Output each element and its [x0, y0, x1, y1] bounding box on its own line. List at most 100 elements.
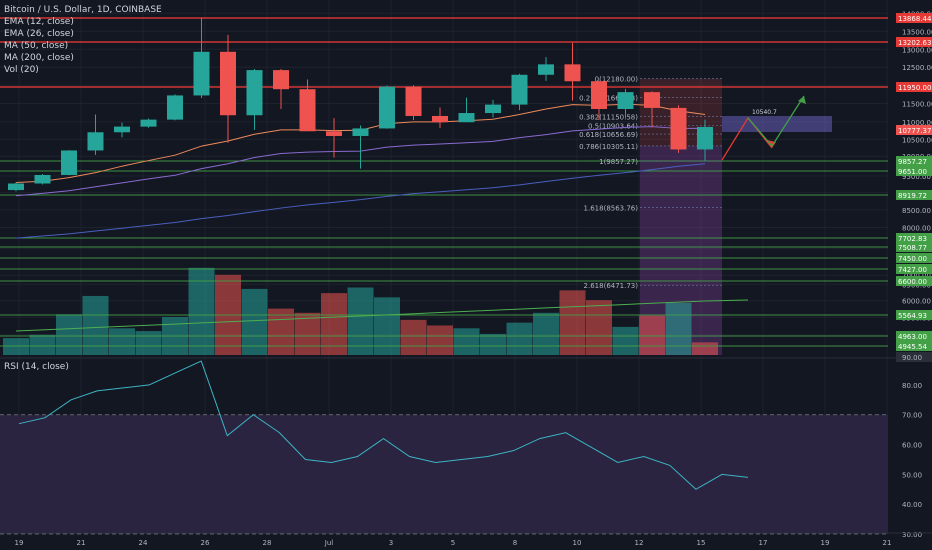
candle-body: [591, 81, 607, 110]
candle-body: [458, 113, 475, 123]
price-level-tag-label: 4945.54: [898, 343, 927, 351]
rsi-tick-label: 80.00: [902, 382, 922, 390]
time-tick-label: 15: [697, 539, 706, 547]
candle-body: [167, 95, 183, 120]
volume-bar: [692, 342, 718, 355]
price-level-tag-label: 9651.00: [898, 168, 927, 176]
rsi-legend[interactable]: RSI (14, close): [4, 362, 69, 372]
price-level-tag: [896, 331, 932, 341]
rsi-pane: 80.00 70.00 60.00 50.00 40.00 30.00: [0, 357, 932, 539]
time-tick-label: 21: [77, 539, 86, 547]
fib-level-label: 0.786(10305.11): [579, 143, 638, 151]
fib-level-label: 0(12180.00): [595, 76, 639, 84]
volume-bar: [82, 295, 109, 355]
price-level-tag: [896, 82, 932, 92]
price-level-tag-label: 13868.44: [898, 15, 932, 23]
price-level-tag: [896, 37, 932, 47]
volume-bar: [241, 288, 268, 355]
volume-bar: [506, 322, 533, 355]
projection-label: 10540.7: [752, 109, 777, 116]
legend-ma200[interactable]: MA (200, close): [4, 53, 74, 63]
volume-bar: [665, 302, 692, 355]
price-level-tag-label: 8919.72: [898, 192, 927, 200]
price-tick-label: 11000.00: [902, 119, 932, 127]
candle-body: [326, 131, 342, 136]
price-axis-bg: [890, 0, 932, 356]
volume-bar: [400, 319, 427, 355]
price-tick-label: 6000.00: [902, 298, 931, 306]
symbol-title[interactable]: Bitcoin / U.S. Dollar, 1D, COINBASE: [4, 5, 162, 15]
price-level-tag: [896, 13, 932, 23]
price-level-tag-label: 6600.00: [898, 278, 927, 286]
candlesticks: [8, 17, 713, 192]
price-level-tag-label: 5564.93: [898, 312, 927, 320]
candle-body: [564, 64, 581, 82]
price-level-tag-label: 9857.27: [898, 158, 927, 166]
candle-body: [485, 104, 501, 114]
price-axis[interactable]: 14000.0013500.0013000.0012500.0012000.00…: [890, 0, 932, 362]
time-tick-label: 17: [759, 539, 768, 547]
fib-level-label: 1.618(8563.76): [584, 205, 639, 213]
projection-up-arrowhead: [798, 96, 806, 104]
price-level-tag: [896, 233, 932, 243]
price-tick-label: 12500.00: [902, 64, 932, 72]
candle-body: [538, 64, 554, 75]
price-level-tag: [896, 276, 932, 286]
volume-bar: [321, 293, 347, 355]
price-level-tag: [896, 156, 932, 166]
volume-bar: [427, 325, 453, 355]
time-tick-label: 5: [451, 539, 455, 547]
price-level-tag-label: 4963.00: [898, 333, 927, 341]
rsi-tick-label: 70.00: [902, 412, 922, 420]
candle-body: [193, 51, 210, 96]
price-level-tag: [896, 253, 932, 263]
price-level-tag-label: 7450.00: [898, 255, 927, 263]
price-level-tag: [896, 242, 932, 252]
price-level-tag: [896, 341, 932, 351]
fib-level-label: 0.382(11150.58): [579, 113, 638, 121]
candle-body: [220, 51, 236, 116]
candle-body: [352, 128, 369, 136]
candle-body: [405, 86, 422, 116]
price-tick-label: 10500.00: [902, 136, 932, 144]
projection-up-path: [747, 95, 805, 148]
price-level-tag-label: 13202.63: [898, 39, 931, 47]
rsi-tick-label: 30.00: [902, 531, 922, 539]
volume-axis-label: 90.00: [902, 354, 922, 362]
price-tick-label: 13000.00: [902, 46, 932, 54]
fib-level-label: 0.618(10656.69): [579, 131, 638, 139]
fib-level-label: 2.618(6471.73): [584, 282, 639, 290]
candle-body: [34, 174, 51, 184]
price-tick-label: 13500.00: [902, 28, 932, 36]
fib-level-label: 0.5(10903.64): [588, 122, 638, 130]
rsi-tick-label: 40.00: [902, 501, 922, 509]
price-level-tag: [896, 310, 932, 320]
legend-volume[interactable]: Vol (20): [4, 65, 39, 75]
time-tick-label: 8: [513, 539, 517, 547]
rsi-tick-label: 50.00: [902, 471, 922, 479]
candle-body: [273, 70, 289, 90]
legend-ema12[interactable]: EMA (12, close): [4, 17, 74, 27]
ma200-line: [15, 299, 749, 332]
rsi-band: [0, 414, 888, 535]
legend-ma50[interactable]: MA (50, close): [4, 41, 69, 51]
legend-ema26[interactable]: EMA (26, close): [4, 29, 74, 39]
volume-bar: [533, 312, 559, 355]
price-tick-label: 11500.00: [902, 101, 932, 109]
time-tick-label: 19: [15, 539, 24, 547]
candle-body: [140, 119, 157, 127]
candle-body: [246, 70, 263, 116]
candle-body: [670, 107, 687, 150]
candle-body: [61, 150, 77, 175]
candle-body: [8, 183, 24, 191]
time-axis[interactable]: 19 21 24 26 28 Jul 3 5 8 10 12 15 17 19 21: [0, 532, 932, 547]
time-tick-label: 21: [883, 539, 892, 547]
price-level-tag: [896, 166, 932, 176]
time-tick-label: 3: [389, 539, 393, 547]
projection-arrows: 10540.7: [721, 95, 806, 161]
volume-bar: [109, 328, 135, 355]
candle-body: [87, 132, 104, 151]
price-level-tag: [896, 190, 932, 200]
candle-body: [697, 126, 713, 150]
